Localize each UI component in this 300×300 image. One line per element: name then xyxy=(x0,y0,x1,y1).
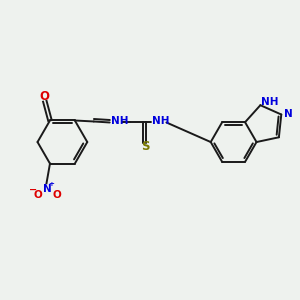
Text: N: N xyxy=(43,184,52,194)
Text: O: O xyxy=(52,190,61,200)
Text: +: + xyxy=(49,181,54,187)
Text: O: O xyxy=(33,190,42,200)
Text: N: N xyxy=(284,109,293,118)
Text: −: − xyxy=(28,185,37,195)
Text: NH: NH xyxy=(261,97,279,107)
Text: S: S xyxy=(141,140,150,153)
Text: NH: NH xyxy=(111,116,128,126)
Text: NH: NH xyxy=(152,116,170,127)
Text: O: O xyxy=(40,90,50,103)
